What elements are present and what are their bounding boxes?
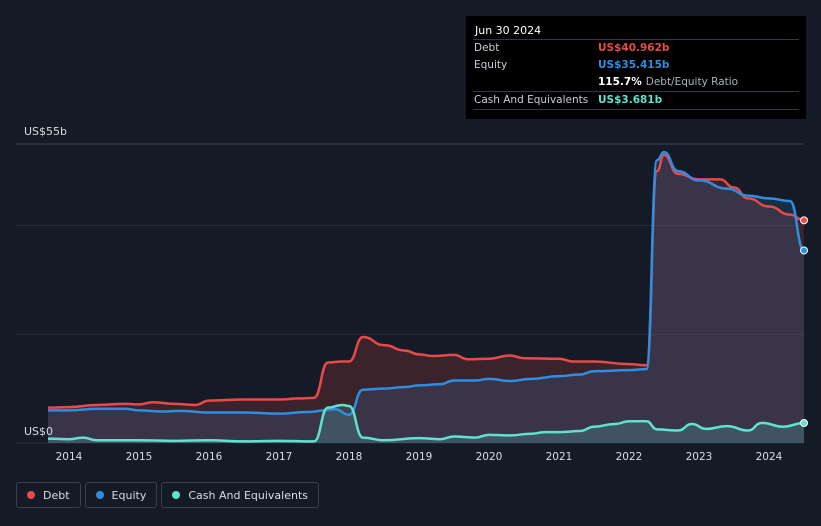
x-tick-label: 2015 (126, 451, 153, 463)
endpoint-debt (800, 216, 808, 225)
endpoint-cash-and-equivalents (800, 418, 808, 427)
tooltip-cash-value: US$3.681b (598, 94, 663, 106)
legend-item-equity[interactable]: Equity (84, 482, 158, 508)
endpoint-equity (800, 246, 808, 255)
series-area-equity (48, 152, 804, 443)
tooltip-row-cash: Cash And Equivalents US$3.681b (473, 91, 799, 109)
tooltip-row-ratio: 115.7% Debt/Equity Ratio (473, 74, 799, 91)
series-line-cash-and-equivalents (47, 403, 805, 443)
series-line-debt (47, 153, 805, 409)
y-tick-label: US$0 (24, 425, 53, 438)
y-axis-ticks: US$55b US$0 (24, 125, 67, 438)
tooltip-ratio-label: Debt/Equity Ratio (645, 76, 739, 88)
tooltip-row-equity: Equity US$35.415b (473, 57, 799, 74)
tooltip-ratio-spacer (473, 74, 598, 91)
tooltip-row-debt: Debt US$40.962b (473, 39, 799, 57)
x-tick-label: 2019 (406, 451, 433, 463)
y-tick-label: US$55b (24, 125, 67, 138)
x-tick-label: 2021 (546, 451, 573, 463)
tooltip-cash-label: Cash And Equivalents (474, 94, 589, 106)
legend-item-cash[interactable]: Cash And Equivalents (161, 482, 319, 508)
legend-debt-label: Debt (43, 488, 70, 502)
tooltip-debt-value: US$40.962b (598, 42, 670, 54)
x-tick-label: 2018 (336, 451, 363, 463)
legend-equity-label: Equity (111, 488, 147, 502)
tooltip-equity-value: US$35.415b (598, 59, 670, 71)
legend-cash-label: Cash And Equivalents (188, 488, 308, 502)
x-tick-label: 2017 (266, 451, 293, 463)
tooltip-date: Jun 30 2024 (475, 24, 542, 37)
legend-item-debt[interactable]: Debt (16, 482, 81, 508)
legend-equity-dot-icon (95, 491, 104, 499)
tooltip-panel: Jun 30 2024 Debt US$40.962b Equity US$35… (466, 16, 806, 119)
grid-lines (16, 143, 804, 444)
tooltip-ratio-value: 115.7% (598, 76, 642, 88)
tooltip-debt-label: Debt (474, 42, 500, 54)
x-tick-label: 2016 (196, 451, 223, 463)
legend-debt-dot-icon (27, 491, 35, 499)
x-axis-ticks: 2014 2015 2016 2017 2018 2019 2020 2021 2022 2023… (56, 451, 783, 463)
chart-legend: Debt Equity Cash And Equivalents (16, 482, 319, 508)
x-tick-label: 2022 (616, 451, 643, 463)
x-tick-label: 2024 (756, 451, 783, 463)
tooltip-equity-label: Equity (474, 59, 508, 71)
x-tick-label: 2020 (476, 451, 503, 463)
legend-cash-dot-icon (172, 491, 181, 499)
series-endpoints (800, 216, 808, 427)
series-lines (47, 150, 806, 443)
series-line-equity (47, 150, 806, 416)
x-tick-label: 2023 (686, 451, 713, 463)
series-area-cash-and-equivalents (48, 404, 804, 443)
tooltip-bottom-rule (473, 109, 799, 127)
x-tick-label: 2014 (56, 451, 83, 463)
series-areas (48, 152, 804, 443)
